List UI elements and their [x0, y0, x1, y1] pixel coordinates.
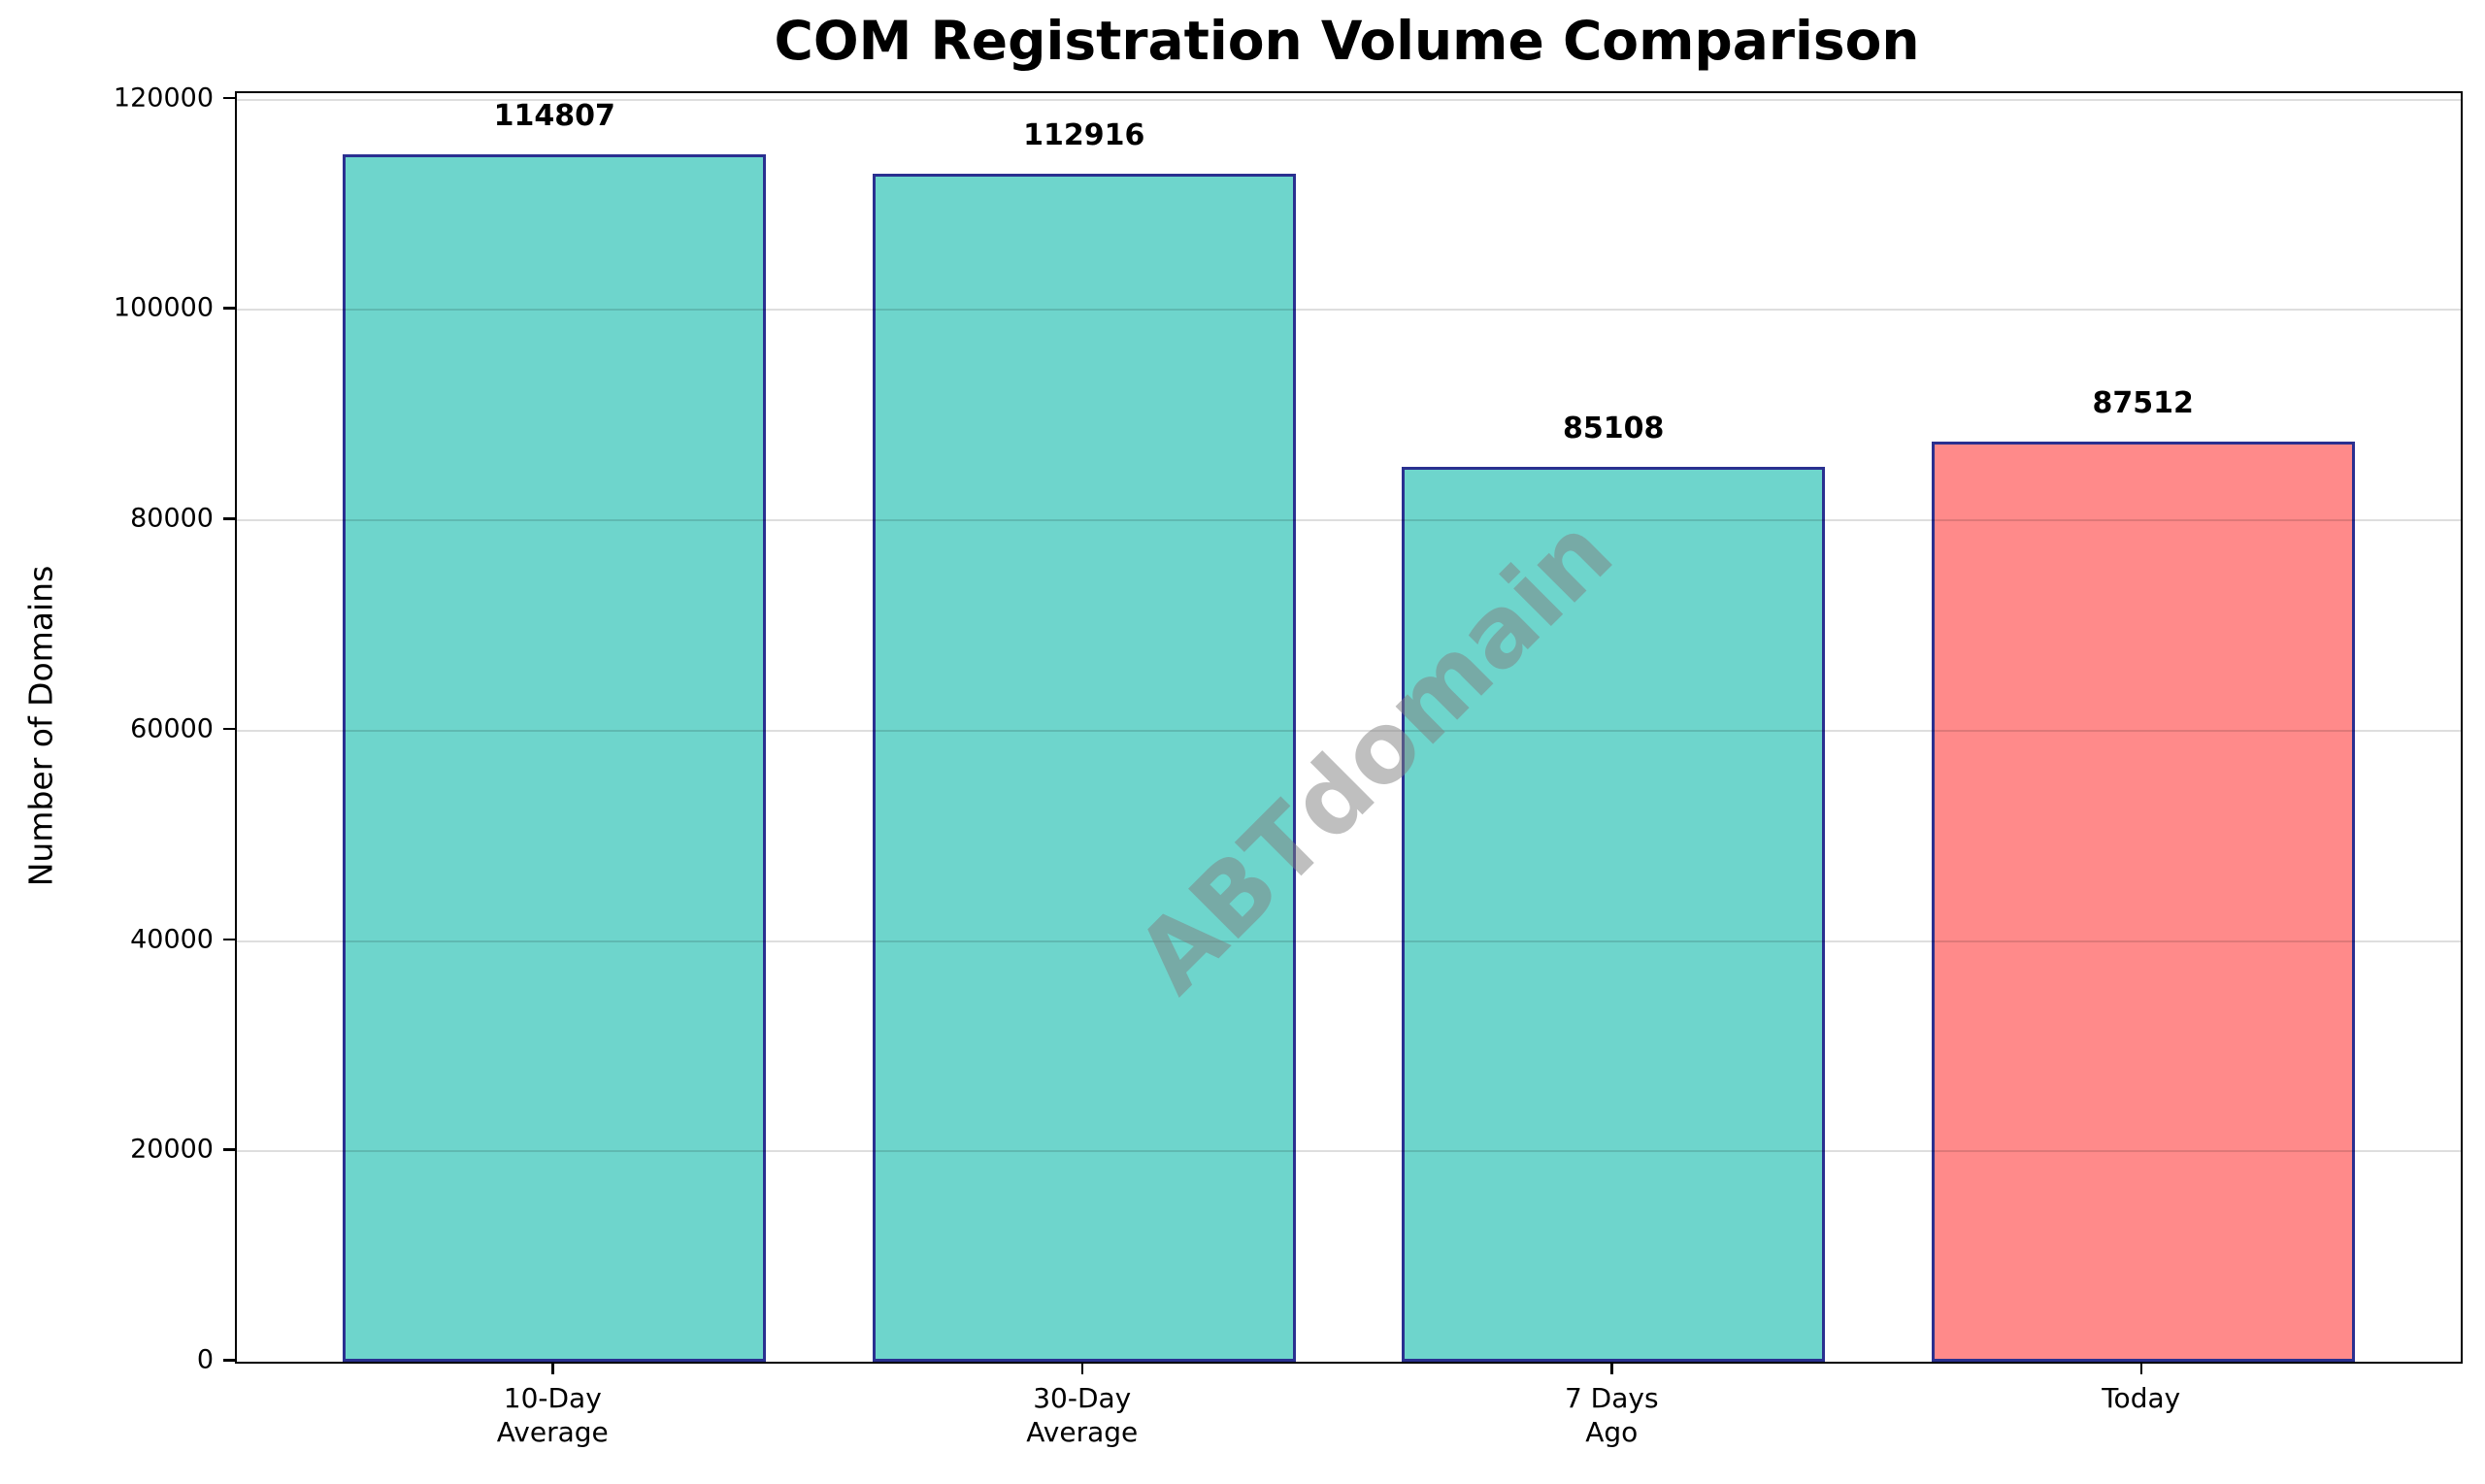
x-tick-mark-1: [1080, 1363, 1084, 1374]
y-tick-label-120000: 120000: [113, 82, 214, 113]
x-tick-label-line: 30-Day: [1033, 1382, 1132, 1414]
bar-value-1: 112916: [1023, 118, 1145, 153]
y-tick-label-80000: 80000: [130, 503, 214, 534]
y-tick-mark-120000: [223, 96, 235, 99]
x-tick-label-line: Average: [1026, 1416, 1139, 1448]
y-tick-label-0: 0: [196, 1344, 214, 1375]
x-tick-mark-0: [551, 1363, 554, 1374]
y-tick-label-100000: 100000: [113, 292, 214, 323]
y-tick-mark-40000: [223, 938, 235, 940]
x-tick-label-line: 7 Days: [1564, 1382, 1659, 1414]
bar-value-0: 114807: [493, 98, 615, 133]
x-tick-label-0: 10-Day Average: [497, 1381, 609, 1449]
y-tick-label-60000: 60000: [130, 713, 214, 744]
x-tick-label-2: 7 Days Ago: [1565, 1381, 1659, 1449]
y-tick-mark-60000: [223, 727, 235, 731]
x-tick-mark-2: [1610, 1363, 1613, 1374]
y-tick-mark-20000: [223, 1148, 235, 1151]
bar-value-3: 87512: [2092, 385, 2194, 420]
x-tick-mark-3: [2139, 1363, 2143, 1374]
bar-1: [872, 174, 1296, 1362]
x-tick-label-3: Today: [2102, 1381, 2180, 1415]
x-tick-label-line: Today: [2102, 1382, 2181, 1414]
bar-value-2: 85108: [1563, 411, 1665, 445]
y-tick-mark-0: [223, 1359, 235, 1362]
y-tick-label-40000: 40000: [130, 924, 214, 954]
x-tick-label-line: Ago: [1585, 1416, 1639, 1448]
bar-2: [1402, 466, 1826, 1362]
plot-area: 114807 112916 85108 87512 ABTdomain: [235, 91, 2463, 1364]
y-tick-mark-80000: [223, 517, 235, 520]
bar-3: [1931, 441, 2355, 1362]
bar-0: [343, 153, 767, 1362]
x-tick-label-1: 30-Day Average: [1026, 1381, 1138, 1449]
chart-title: COM Registration Volume Comparison: [774, 10, 1920, 72]
x-tick-label-line: 10-Day: [503, 1382, 602, 1414]
y-tick-mark-100000: [223, 307, 235, 310]
y-axis-label: Number of Domains: [21, 565, 60, 887]
y-tick-label-20000: 20000: [130, 1134, 214, 1165]
x-tick-label-line: Average: [496, 1416, 609, 1448]
